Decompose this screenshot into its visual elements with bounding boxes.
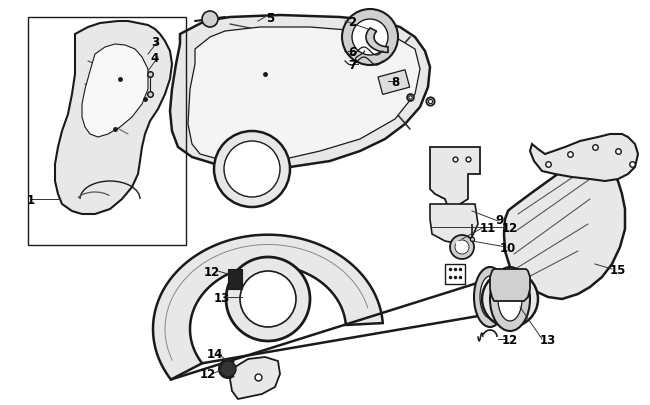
Circle shape	[342, 10, 398, 66]
Text: 7: 7	[348, 58, 356, 71]
Circle shape	[240, 271, 296, 327]
Polygon shape	[504, 158, 625, 299]
Text: 12: 12	[502, 333, 518, 345]
Bar	[228, 269, 242, 289]
Text: 9: 9	[496, 213, 504, 226]
Bar	[28, 18, 186, 245]
Polygon shape	[366, 29, 388, 53]
Ellipse shape	[490, 267, 530, 331]
Ellipse shape	[498, 277, 522, 321]
Polygon shape	[430, 205, 478, 244]
Text: 8: 8	[391, 75, 399, 88]
Circle shape	[450, 235, 474, 259]
Polygon shape	[230, 357, 280, 399]
Polygon shape	[530, 135, 638, 181]
Polygon shape	[188, 28, 420, 162]
Polygon shape	[445, 264, 465, 284]
Text: 14: 14	[207, 347, 223, 360]
Text: 12: 12	[502, 221, 518, 234]
Text: 13: 13	[214, 291, 230, 304]
Text: 1: 1	[27, 193, 35, 206]
Text: 12: 12	[200, 368, 216, 381]
Polygon shape	[55, 22, 172, 215]
Polygon shape	[82, 45, 148, 138]
Text: 4: 4	[151, 51, 159, 64]
Ellipse shape	[480, 276, 500, 318]
Text: 12: 12	[204, 265, 220, 278]
Circle shape	[352, 20, 388, 56]
Text: 13: 13	[540, 333, 556, 345]
Polygon shape	[153, 235, 383, 379]
Circle shape	[482, 271, 538, 327]
Circle shape	[224, 142, 280, 198]
Circle shape	[214, 132, 290, 207]
Text: 15: 15	[610, 263, 626, 276]
Text: 10: 10	[500, 241, 516, 254]
Text: 5: 5	[266, 11, 274, 24]
Circle shape	[492, 281, 528, 317]
Circle shape	[455, 241, 469, 254]
Polygon shape	[430, 148, 480, 209]
Text: 3: 3	[151, 35, 159, 48]
Circle shape	[220, 361, 236, 377]
Ellipse shape	[474, 267, 506, 327]
Polygon shape	[170, 16, 430, 168]
Circle shape	[226, 257, 310, 341]
Bar	[378, 70, 410, 95]
Text: 2: 2	[348, 15, 356, 28]
Polygon shape	[490, 269, 530, 301]
Circle shape	[202, 12, 218, 28]
Text: 6: 6	[348, 45, 356, 58]
Text: 11: 11	[480, 221, 496, 234]
